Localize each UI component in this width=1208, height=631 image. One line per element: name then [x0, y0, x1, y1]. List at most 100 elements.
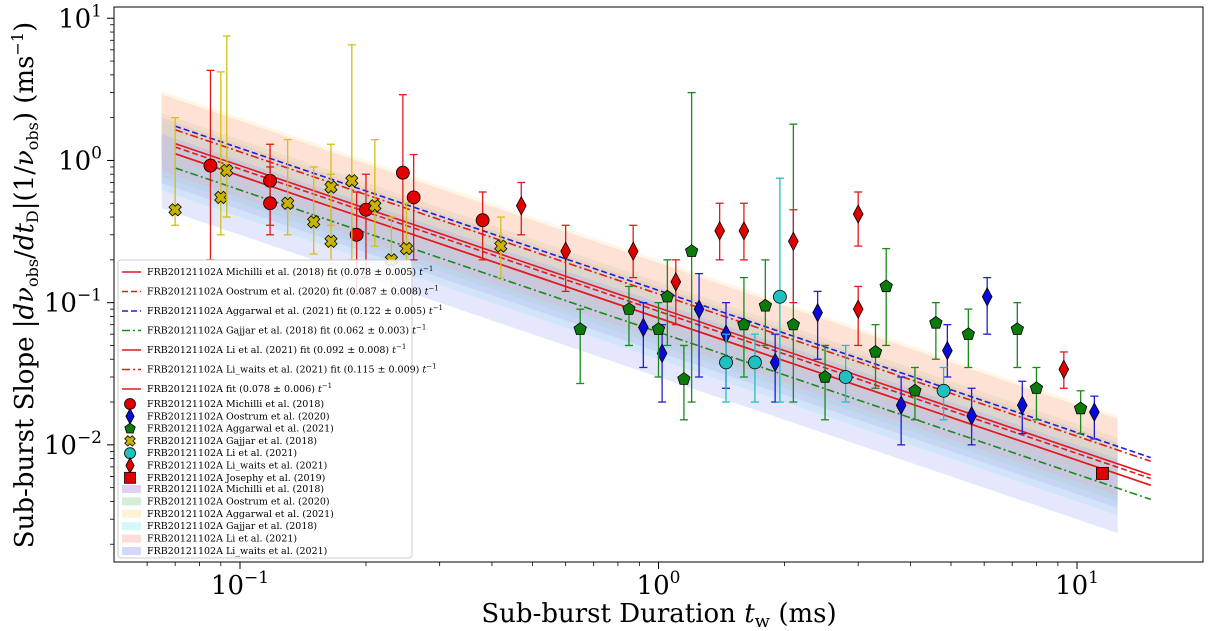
x-axis-label: Sub-burst Duration tw (ms) — [481, 599, 836, 631]
legend-fit-label: FRB20121102A Michilli et al. (2018) fit … — [147, 265, 433, 278]
y-tick-label: 10−2 — [44, 428, 102, 461]
legend-marker-label: FRB20121102A Josephy et al. (2019) — [147, 473, 325, 484]
series-4 — [719, 177, 951, 421]
data-point — [788, 231, 799, 252]
legend: FRB20121102A Michilli et al. (2018) fit … — [117, 259, 443, 559]
data-point — [651, 322, 666, 335]
data-point — [908, 383, 922, 397]
legend-marker-swatch — [124, 471, 136, 484]
x-tick-label: 10−1 — [211, 568, 269, 601]
data-point — [693, 299, 705, 320]
data-point — [203, 158, 218, 173]
data-point — [622, 302, 636, 315]
data-point — [852, 204, 864, 224]
legend-box — [117, 259, 413, 559]
legend-marker-swatch — [124, 435, 136, 447]
data-point — [368, 199, 382, 213]
data-point — [1058, 359, 1070, 380]
data-point — [748, 355, 762, 370]
series-5 — [515, 181, 1070, 389]
legend-band-label: FRB20121102A Aggarwal et al. (2021) — [147, 509, 334, 520]
confidence-bands — [161, 91, 1118, 533]
data-point — [573, 322, 587, 335]
legend-band-label: FRB20121102A Li et al. (2021) — [147, 534, 297, 545]
series-1 — [638, 272, 1100, 446]
svg-text:Sub-burst Slope |dνobs/dtD|(1/: Sub-burst Slope |dνobs/dtD|(1/νobs) (ms−… — [8, 22, 42, 548]
data-point — [961, 327, 975, 340]
fit-line-6 — [174, 153, 1151, 486]
legend-band-swatch — [122, 509, 141, 518]
axis-ticks: 10−1 100 101 10−2 10−1 100 101 — [44, 1, 1099, 601]
data-point — [737, 317, 751, 331]
data-point — [879, 279, 893, 293]
data-point — [349, 227, 364, 242]
data-point — [560, 241, 571, 262]
legend-band-label: FRB20121102A Li_waits et al. (2021) — [147, 546, 327, 557]
data-point — [627, 241, 639, 262]
data-point — [818, 370, 832, 383]
fit-line-2 — [174, 125, 1151, 459]
data-point — [738, 220, 750, 241]
legend-band-label: FRB20121102A Michilli et al. (2018) — [147, 484, 324, 495]
data-point — [868, 345, 883, 358]
fit-line-1 — [174, 146, 1151, 480]
legend-band-swatch — [122, 485, 141, 493]
legend-band-swatch — [122, 534, 141, 543]
data-point — [772, 289, 787, 304]
data-point — [812, 302, 823, 323]
legend-marker-label: FRB20121102A Michilli et al. (2018) — [147, 399, 324, 410]
legend-fit-label: FRB20121102A Li et al. (2021) fit (0.092… — [147, 343, 406, 356]
data-point — [966, 405, 977, 426]
y-tick-label: 100 — [58, 143, 102, 176]
data-point — [307, 215, 321, 229]
data-point — [942, 340, 953, 361]
data-point — [1016, 395, 1028, 416]
y-axis-label: Sub-burst Slope |dνobs/dtD|(1/νobs) (ms−… — [8, 22, 42, 548]
band-1 — [161, 113, 1118, 502]
legend-marker-label: FRB20121102A Gajjar et al. (2018) — [147, 436, 317, 447]
data-point — [1096, 466, 1109, 480]
legend-fit-label: FRB20121102A Oostrum et al. (2020) fit (… — [147, 285, 439, 298]
data-point — [475, 213, 490, 228]
data-point — [1073, 401, 1088, 415]
legend-marker-swatch — [124, 422, 136, 434]
x-tick-label: 100 — [637, 568, 681, 601]
y-tick-label: 101 — [58, 1, 102, 34]
svg-text:Sub-burst Duration tw (ms): Sub-burst Duration tw (ms) — [481, 599, 836, 631]
data-point — [494, 239, 508, 253]
legend-marker-label: FRB20121102A Oostrum et al. (2020) — [147, 411, 330, 422]
data-point — [677, 372, 691, 385]
data-point — [168, 203, 182, 217]
legend-fit-label: FRB20121102A Aggarwal et al. (2021) fit … — [147, 304, 443, 317]
data-point — [214, 190, 228, 205]
data-point — [638, 317, 649, 338]
band-0 — [161, 117, 1118, 508]
legend-marker-label: FRB20121102A Aggarwal et al. (2021) — [147, 424, 334, 435]
legend-fit-label: FRB20121102A fit (0.078 ± 0.006) t−1 — [147, 382, 332, 395]
data-point — [852, 299, 864, 320]
data-point — [769, 352, 781, 373]
y-tick-label: 10−1 — [44, 286, 102, 319]
x-tick-label: 101 — [1055, 568, 1099, 601]
data-point — [395, 165, 410, 180]
band-5 — [161, 133, 1118, 533]
legend-band-swatch — [122, 547, 141, 555]
series-6 — [1096, 466, 1109, 480]
data-point — [1010, 322, 1024, 335]
data-point — [670, 271, 682, 292]
legend-marker-label: FRB20121102A Li_waits et al. (2021) — [147, 461, 327, 472]
data-point — [714, 220, 725, 241]
data-point — [515, 195, 527, 216]
data-point — [324, 180, 338, 194]
data-point — [263, 196, 277, 211]
legend-band-label: FRB20121102A Gajjar et al. (2018) — [147, 521, 317, 532]
data-point — [838, 370, 853, 384]
data-point — [324, 234, 338, 248]
data-point — [719, 355, 733, 370]
data-point — [220, 163, 234, 178]
data-point — [895, 395, 907, 416]
legend-band-swatch — [122, 497, 141, 506]
series-0 — [203, 69, 490, 293]
data-point — [929, 315, 943, 329]
